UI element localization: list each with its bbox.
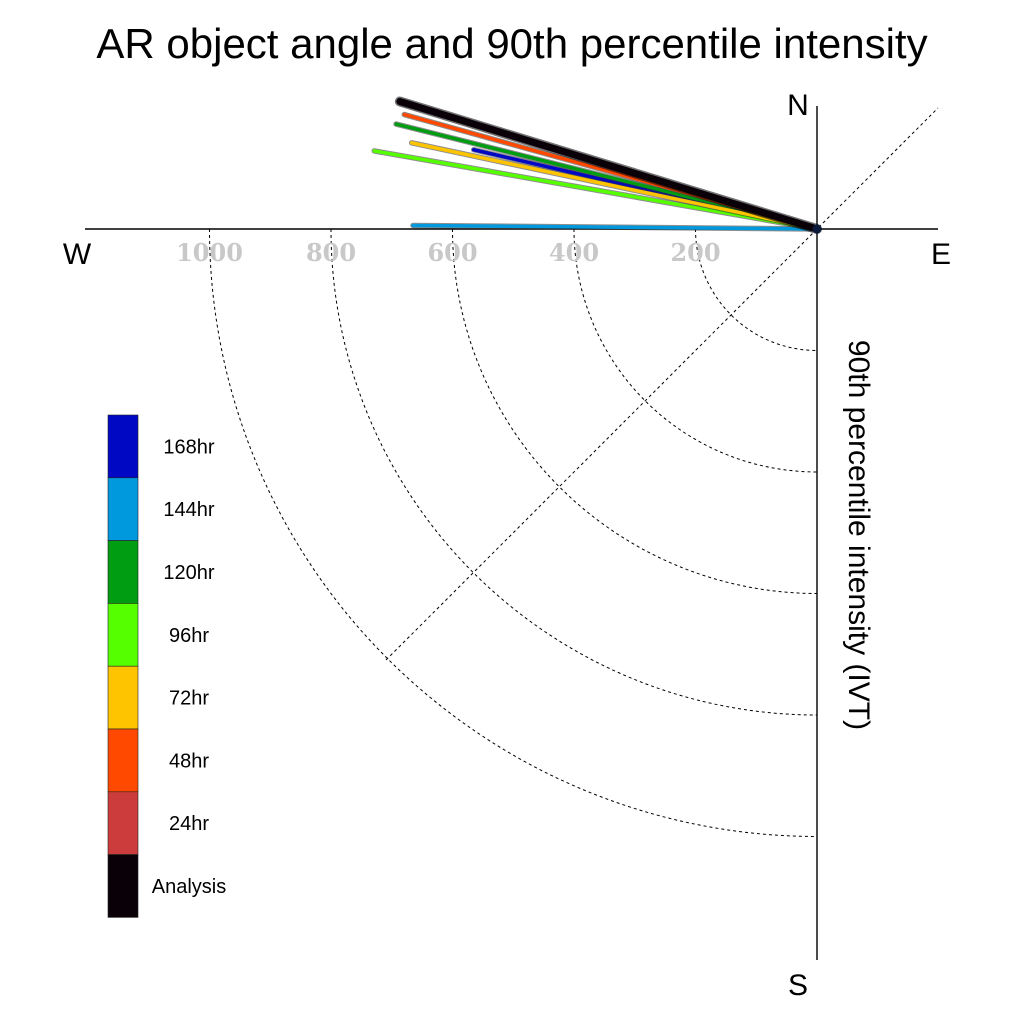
legend-swatch-72hr [107,665,139,730]
legend-label-144hr: 144hr [163,499,214,521]
legend-swatch-analysis [107,854,139,918]
legend-label-72hr: 72hr [169,688,209,710]
south-label: S [788,969,808,1002]
legend-swatch-96hr [107,603,139,667]
origin-point [812,224,822,234]
vector-72hr [409,141,819,231]
legend-swatch-144hr [107,477,139,541]
grid-arc-600 [452,228,818,594]
radial-tick-label: 800 [306,238,356,267]
east-label: E [931,238,951,271]
radial-axis-label: 90th percentile intensity (IVT) [842,340,875,730]
vector-144hr [411,223,819,231]
legend-label-24hr: 24hr [169,813,209,835]
radial-tick-label: 400 [549,238,599,267]
legend-swatch-168hr [107,414,139,479]
north-label: N [787,89,809,122]
grid-arc-1000 [209,228,818,837]
legend-label-48hr: 48hr [169,750,209,772]
radial-tick-labels: 200 400 600 800 1000 [176,238,720,267]
radial-tick-label: 1000 [176,238,243,267]
legend-label-168hr: 168hr [163,436,214,458]
vector-analysis [396,97,821,233]
radial-tick-label: 200 [670,238,720,267]
legend-swatch-48hr [107,728,139,793]
legend-swatch-24hr [107,791,139,855]
diagonal-guide [385,107,939,661]
grid-arc-400 [573,228,818,473]
polar-grid [209,228,818,837]
grid-arc-200 [695,228,818,351]
legend-swatch-120hr [107,540,139,604]
radial-tick-label: 600 [427,238,477,267]
legend-label-96hr: 96hr [169,625,209,647]
legend-label-120hr: 120hr [163,562,214,584]
grid-arc-800 [330,228,818,716]
legend-label-analysis: Analysis [152,876,226,898]
legend: 168hr 144hr 120hr 96hr 72hr 48hr 24hr Analysis [107,414,226,918]
west-label: W [63,238,92,271]
forecast-vectors [371,96,822,234]
chart-title: AR object angle and 90th percentile inte… [96,20,927,67]
